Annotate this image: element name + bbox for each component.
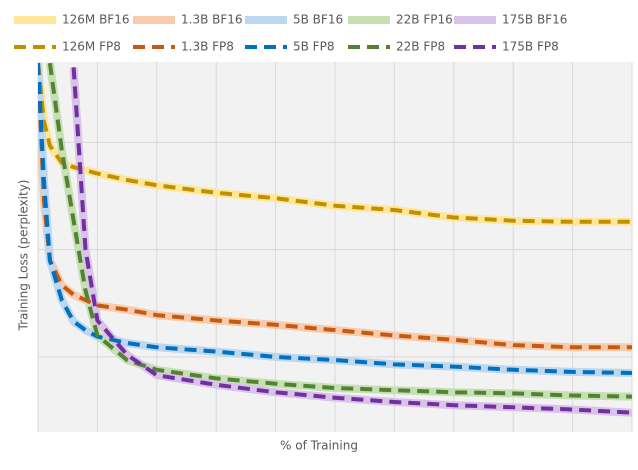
series-line xyxy=(47,62,632,399)
legend-label: 22B FP8 xyxy=(396,40,445,54)
legend-label: 22B FP16 xyxy=(396,13,453,27)
legend-label: 1.3B BF16 xyxy=(181,13,243,27)
series-line xyxy=(38,63,632,350)
legend-label: 1.3B FP8 xyxy=(181,40,234,54)
series-line xyxy=(71,67,632,415)
legend-label: 126M BF16 xyxy=(62,13,129,27)
legend-label: 175B FP8 xyxy=(502,40,559,54)
y-axis-label: Training Loss (perplexity) xyxy=(17,180,31,332)
legend-label: 175B BF16 xyxy=(502,13,567,27)
legend-label: 5B FP8 xyxy=(293,40,334,54)
x-axis-label: % of Training xyxy=(280,439,358,453)
plot-lines xyxy=(38,62,632,417)
series-line xyxy=(38,62,632,375)
legend-label: 5B BF16 xyxy=(293,13,343,27)
legend-label: 126M FP8 xyxy=(62,40,121,54)
series-line xyxy=(38,62,632,224)
